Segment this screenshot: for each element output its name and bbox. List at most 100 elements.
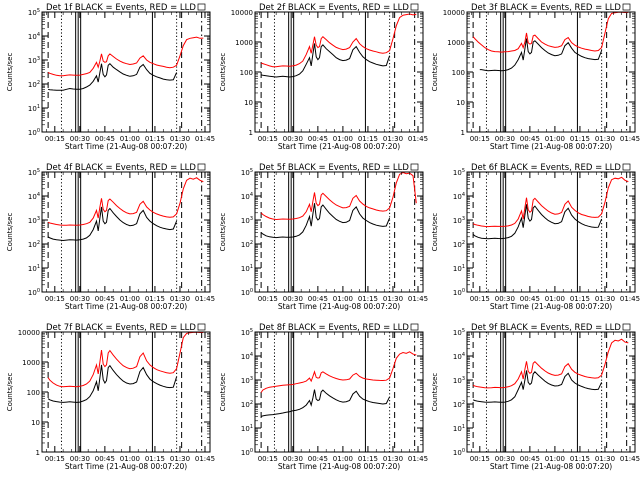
x-axis-label: Start Time (21-Aug-08 00:07:20) [278, 302, 400, 311]
y-tick-label: 104 [28, 192, 40, 201]
y-tick-label: 1 [461, 129, 465, 137]
lld-series-line [47, 36, 204, 77]
y-tick-label: 102 [28, 80, 40, 89]
x-tick-label: 01:45 [408, 295, 428, 303]
x-axis-label: Start Time (21-Aug-08 00:07:20) [490, 142, 612, 151]
panel-8: Det 8f BLACK = Events, RED = LLD 100 101 10… [219, 323, 428, 471]
y-tick-label: 10000 [231, 9, 253, 17]
x-tick-label: 00:45 [520, 455, 540, 463]
x-tick-label: 00:30 [70, 135, 90, 143]
events-series-line [261, 43, 391, 78]
panel-3: Det 3f BLACK = Events, RED = LLD 1 10 100 10… [431, 3, 640, 151]
plot-frame [466, 171, 636, 293]
x-tick-label: 00:45 [520, 135, 540, 143]
y-axis-label: Counts/sec [431, 213, 439, 252]
plot-frame [41, 11, 211, 133]
panel-title: Det 7f BLACK = Events, RED = LLD [46, 323, 196, 333]
y-tick-label: 102 [28, 240, 40, 249]
x-tick-label: 00:15 [470, 135, 490, 143]
x-tick-label: 00:15 [258, 295, 278, 303]
lld-series-line [47, 177, 204, 226]
events-series-line [472, 370, 603, 403]
y-axis-label: Counts/sec [219, 53, 227, 92]
panel-title: Det 1f BLACK = Events, RED = LLD [46, 3, 196, 13]
y-axis-label: Counts/sec [431, 53, 439, 92]
y-tick-label: 100 [453, 288, 465, 297]
y-tick-label: 100 [452, 69, 465, 77]
y-tick-label: 100 [453, 448, 465, 457]
lld-series-line [47, 331, 204, 388]
y-tick-label: 103 [241, 376, 253, 385]
x-tick-label: 00:45 [308, 295, 328, 303]
y-tick-label: 101 [28, 264, 40, 273]
y-tick-label: 103 [453, 216, 465, 225]
y-tick-label: 105 [453, 328, 465, 337]
y-tick-label: 105 [241, 328, 253, 337]
x-tick-label: 00:45 [308, 455, 328, 463]
x-tick-label: 01:00 [120, 295, 140, 303]
x-tick-label: 01:45 [195, 295, 215, 303]
x-tick-label: 01:15 [145, 135, 165, 143]
x-tick-label: 01:45 [195, 455, 215, 463]
x-tick-label: 00:30 [283, 455, 303, 463]
y-tick-label: 10000 [443, 9, 465, 17]
x-axis-label: Start Time (21-Aug-08 00:07:20) [65, 142, 187, 151]
x-tick-label: 00:15 [258, 455, 278, 463]
plot-frame [41, 331, 211, 453]
x-tick-label: 01:15 [145, 455, 165, 463]
y-tick-label: 105 [241, 168, 253, 177]
y-tick-label: 103 [241, 216, 253, 225]
legend-box-icon [410, 163, 419, 171]
events-series-line [479, 38, 603, 72]
x-tick-label: 00:15 [45, 295, 65, 303]
x-tick-label: 01:30 [595, 295, 615, 303]
x-tick-label: 01:30 [595, 135, 615, 143]
y-tick-label: 102 [453, 400, 465, 409]
x-tick-label: 00:15 [470, 295, 490, 303]
x-tick-label: 01:30 [383, 135, 403, 143]
x-tick-label: 00:45 [95, 295, 115, 303]
y-tick-label: 10 [31, 419, 40, 427]
x-tick-label: 00:30 [495, 455, 515, 463]
legend-box-icon [197, 323, 206, 331]
events-series-line [47, 206, 178, 242]
x-axis-label: Start Time (21-Aug-08 00:07:20) [278, 142, 400, 151]
y-tick-label: 105 [28, 8, 40, 17]
y-tick-label: 100 [28, 288, 40, 297]
panel-title: Det 8f BLACK = Events, RED = LLD [259, 323, 409, 333]
y-axis-label: Counts/sec [6, 373, 14, 412]
panel-title: Det 9f BLACK = Events, RED = LLD [471, 323, 621, 333]
y-tick-label: 1 [36, 449, 40, 457]
legend-box-icon [622, 3, 631, 11]
x-tick-label: 00:15 [45, 455, 65, 463]
x-tick-label: 01:00 [120, 455, 140, 463]
x-tick-label: 01:15 [570, 135, 590, 143]
x-tick-label: 00:45 [308, 135, 328, 143]
x-axis-label: Start Time (21-Aug-08 00:07:20) [278, 462, 400, 471]
x-tick-label: 01:00 [333, 455, 353, 463]
x-tick-label: 01:00 [545, 455, 565, 463]
y-tick-label: 100 [241, 448, 253, 457]
y-tick-label: 10 [456, 99, 465, 107]
lld-series-line [472, 176, 629, 228]
panel-5: Det 5f BLACK = Events, RED = LLD 100 101 10… [219, 163, 428, 311]
events-series-line [260, 389, 391, 417]
x-tick-label: 01:15 [570, 295, 590, 303]
x-tick-label: 00:30 [70, 455, 90, 463]
x-tick-label: 00:30 [495, 295, 515, 303]
x-tick-label: 01:15 [570, 455, 590, 463]
x-tick-label: 01:30 [170, 455, 190, 463]
lld-series-line [260, 171, 417, 221]
y-tick-label: 101 [241, 424, 253, 433]
y-tick-label: 1000 [22, 359, 40, 367]
x-tick-label: 01:00 [120, 135, 140, 143]
y-tick-label: 103 [28, 56, 40, 65]
x-tick-label: 01:00 [333, 295, 353, 303]
y-tick-label: 101 [453, 424, 465, 433]
legend-box-icon [410, 3, 419, 11]
x-tick-label: 01:30 [170, 135, 190, 143]
y-axis-label: Counts/sec [219, 213, 227, 252]
y-axis-label: Counts/sec [6, 53, 14, 92]
x-tick-label: 01:15 [145, 295, 165, 303]
y-axis-label: Counts/sec [431, 373, 439, 412]
